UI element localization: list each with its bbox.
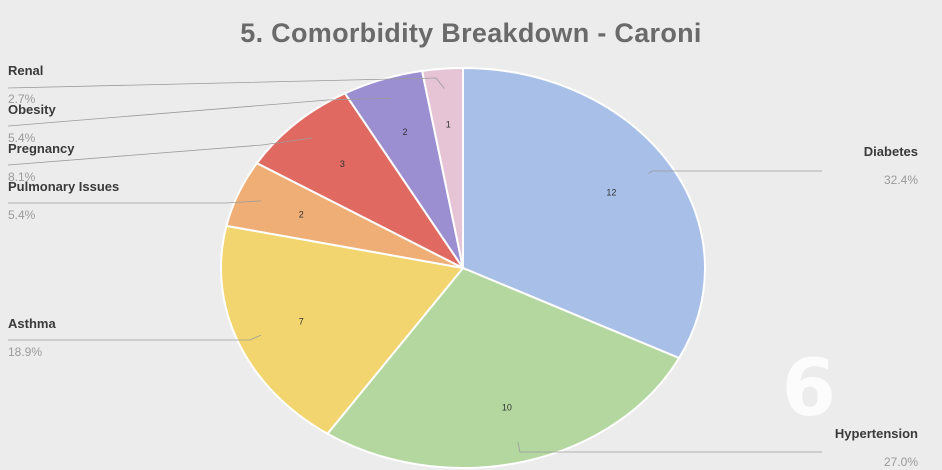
slice-name-label: Pregnancy: [8, 141, 75, 156]
slice-name-label: Diabetes: [864, 144, 918, 159]
leader-line: [648, 170, 822, 174]
chart-title: 5. Comorbidity Breakdown - Caroni: [240, 18, 702, 48]
leader-line: [8, 334, 262, 341]
slice-percent-label: 27.0%: [884, 455, 918, 469]
slice-value-label: 3: [340, 159, 345, 169]
slice-name-label: Obesity: [8, 102, 56, 117]
pie-slice-renal: [420, 66, 464, 269]
slice-percent-label: 2.7%: [8, 92, 36, 106]
slice-percent-label: 8.1%: [8, 170, 36, 184]
slice-name-label: Hypertension: [835, 426, 918, 441]
leader-line: [7, 137, 313, 166]
slice-percent-label: 5.4%: [8, 208, 36, 222]
slice-value-label: 1: [446, 120, 451, 130]
slice-value-label: 12: [606, 188, 616, 198]
leader-line: [517, 442, 822, 453]
slice-value-label: 2: [402, 127, 407, 137]
slice-value-label: 10: [502, 402, 512, 412]
slice-value-label: 2: [299, 209, 304, 219]
slice-percent-label: 5.4%: [8, 131, 36, 145]
slice-name-label: Pulmonary Issues: [8, 179, 119, 194]
slice-name-label: Asthma: [8, 316, 56, 331]
pie-slice-diabetes: [462, 66, 706, 360]
slice-percent-label: 18.9%: [8, 345, 42, 359]
pie-slice-hypertension: [325, 266, 681, 469]
channel-logo-watermark: 6: [781, 344, 836, 434]
slice-percent-label: 32.4%: [884, 173, 918, 187]
pie-slice-asthma: [220, 224, 465, 435]
pie-slice-pregnancy: [255, 92, 466, 271]
leader-line: [8, 200, 261, 204]
slice-value-label: 7: [299, 317, 304, 327]
slice-name-label: Renal: [8, 63, 43, 78]
leader-line: [7, 97, 391, 127]
leader-line: [7, 77, 445, 89]
